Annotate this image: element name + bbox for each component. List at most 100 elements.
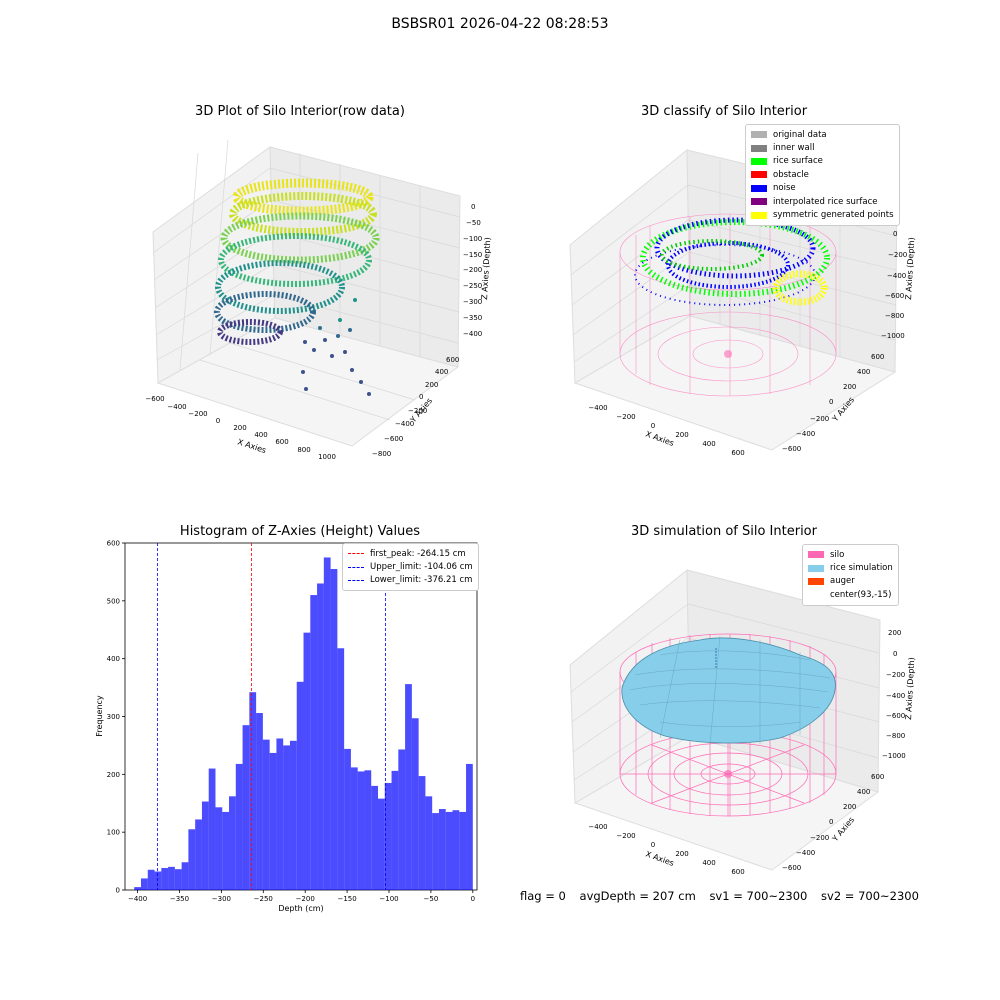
- histogram-bar: [181, 862, 189, 890]
- panel2-y-ticks: −600 −400 −200 0 200 400 600: [782, 353, 884, 453]
- panel1-pane-floor: [156, 317, 460, 447]
- legend-entry-symmetric: symmetric generated points: [751, 208, 894, 221]
- panel1-x-tick: −400: [167, 403, 186, 411]
- panel4-y-tick: −400: [796, 849, 815, 857]
- legend-label: noise: [773, 183, 796, 194]
- histogram-bar: [168, 866, 175, 890]
- panel4-legend: silo rice simulation auger center(93,-15…: [802, 544, 899, 606]
- panel4-y-tick: −600: [782, 864, 801, 872]
- histogram-bar: [215, 807, 223, 890]
- legend-label: symmetric generated points: [773, 210, 894, 221]
- panel4-y-tick: 0: [829, 818, 833, 826]
- legend-swatch: [751, 131, 767, 139]
- panel4-zlabel: Z Axies (Depth): [904, 657, 916, 720]
- legend-line: [348, 553, 364, 555]
- histogram-bar: [289, 740, 297, 890]
- panel4-z-tick: −400: [886, 692, 905, 700]
- flag-text: flag = 0: [520, 889, 566, 903]
- panel3-bars: [134, 557, 473, 890]
- histogram-bar: [201, 801, 209, 890]
- panel1-z-tick: −250: [463, 282, 482, 290]
- legend-label: Upper_limit: -104.06 cm: [370, 562, 473, 573]
- histogram-y-tick-label: 500: [107, 597, 120, 605]
- panel4-x-tick: 200: [675, 850, 688, 858]
- legend-entry-noise: noise: [751, 182, 894, 195]
- histogram-bar: [459, 811, 467, 890]
- panel4-y-tick: 200: [843, 803, 856, 811]
- histogram-bar: [350, 767, 358, 890]
- panel4-x-tick: 600: [731, 868, 744, 876]
- histogram-bar: [208, 768, 216, 890]
- panel3-legend: first_peak: -264.15 cm Upper_limit: -104…: [342, 543, 479, 592]
- histogram-bar: [242, 725, 250, 890]
- panel1-title: 3D Plot of Silo Interior(row data): [195, 104, 405, 119]
- panel2-silo-cylinder: [619, 213, 837, 397]
- legend-entry-silo: silo: [808, 548, 893, 561]
- panel2-y-tick: −600: [782, 445, 801, 453]
- legend-swatch: [808, 577, 824, 585]
- legend-entry-auger: auger: [808, 575, 893, 588]
- histogram-bar: [147, 869, 155, 890]
- legend-label: Lower_limit: -376.21 cm: [370, 575, 473, 586]
- legend-label: first_peak: -264.15 cm: [370, 548, 466, 559]
- panel1-y-tick: −800: [372, 450, 391, 458]
- panel1-z-tick: 0: [471, 203, 475, 211]
- histogram-x-tick-label: −250: [254, 895, 273, 903]
- histogram-bar: [357, 771, 365, 890]
- legend-label: rice simulation: [830, 563, 893, 574]
- panel2-z-ticks: 0 −200 −400 −600 −800 −1000: [881, 230, 907, 340]
- histogram-y-tick-label: 200: [107, 771, 120, 779]
- histogram-bar: [283, 745, 290, 890]
- panel2-y-tick: 400: [857, 368, 870, 376]
- panel2-y-tick: 600: [871, 353, 884, 361]
- legend-label: auger: [830, 576, 855, 587]
- panel1-x-tick: 800: [297, 446, 310, 454]
- histogram-x-tick-label: 0: [471, 895, 475, 903]
- panel4-y-tick: 600: [871, 773, 884, 781]
- histogram-x-tick-label: −100: [379, 895, 398, 903]
- panel1-axes: −600 −400 −200 0 200 400 600 800 1000 X …: [145, 139, 492, 461]
- legend-entry-interpolated: interpolated rice surface: [751, 195, 894, 208]
- legend-line: [348, 566, 364, 568]
- panel1-zlabel: Z Axies (Depth): [480, 237, 492, 300]
- panel2-silo-center: [724, 350, 732, 358]
- legend-entry-rice-surface: rice surface: [751, 155, 894, 168]
- legend-entry-first-peak: first_peak: -264.15 cm: [348, 547, 473, 560]
- histogram-bar: [391, 770, 399, 890]
- panel3-y-ticks: 0 100 200 300 400 500 600: [107, 540, 125, 895]
- panel4-xlabel: X Axies: [644, 849, 675, 868]
- histogram-bar: [344, 748, 351, 890]
- histogram-bar: [140, 878, 148, 890]
- panel1-z-tick: −100: [463, 235, 482, 243]
- legend-entry-upper-limit: Upper_limit: -104.06 cm: [348, 560, 473, 573]
- histogram-bar: [262, 739, 270, 890]
- figure-suptitle: BSBSR01 2026-04-22 08:28:53: [391, 16, 609, 32]
- panel4-z-tick: 0: [893, 650, 897, 658]
- panel4-x-tick: −400: [588, 823, 607, 831]
- panel2-x-tick: 0: [651, 422, 655, 430]
- panel2-rice-points: [634, 217, 830, 306]
- panel2-z-tick: −1000: [881, 332, 905, 340]
- panel2-x-tick: 200: [675, 431, 688, 439]
- panel4-x-tick: −200: [616, 832, 635, 840]
- legend-swatch: [751, 184, 767, 192]
- panel1-y-ticks: −800 −600 −400 −200 0 200 400 600: [372, 356, 459, 458]
- panel4-x-tick: 400: [702, 859, 715, 867]
- histogram-bar: [222, 811, 230, 890]
- histogram-bar: [310, 595, 318, 890]
- legend-swatch: [751, 211, 767, 219]
- panel3-vlines: [157, 543, 386, 890]
- legend-swatch: [751, 144, 767, 152]
- legend-swatch: [808, 591, 824, 599]
- histogram-bar: [134, 887, 141, 890]
- panel2-x-tick: −200: [616, 413, 635, 421]
- histogram-bar: [384, 783, 392, 890]
- legend-label: interpolated rice surface: [773, 196, 878, 207]
- panel4-z-tick: −600: [886, 712, 905, 720]
- panel2-xlabel: X Axies: [644, 429, 675, 448]
- histogram-bar: [249, 692, 257, 890]
- panel2-y-tick: 200: [843, 383, 856, 391]
- panel1-z-tick: −400: [463, 330, 482, 338]
- histogram-bar: [276, 738, 284, 890]
- panel1-ring-points: [214, 178, 380, 345]
